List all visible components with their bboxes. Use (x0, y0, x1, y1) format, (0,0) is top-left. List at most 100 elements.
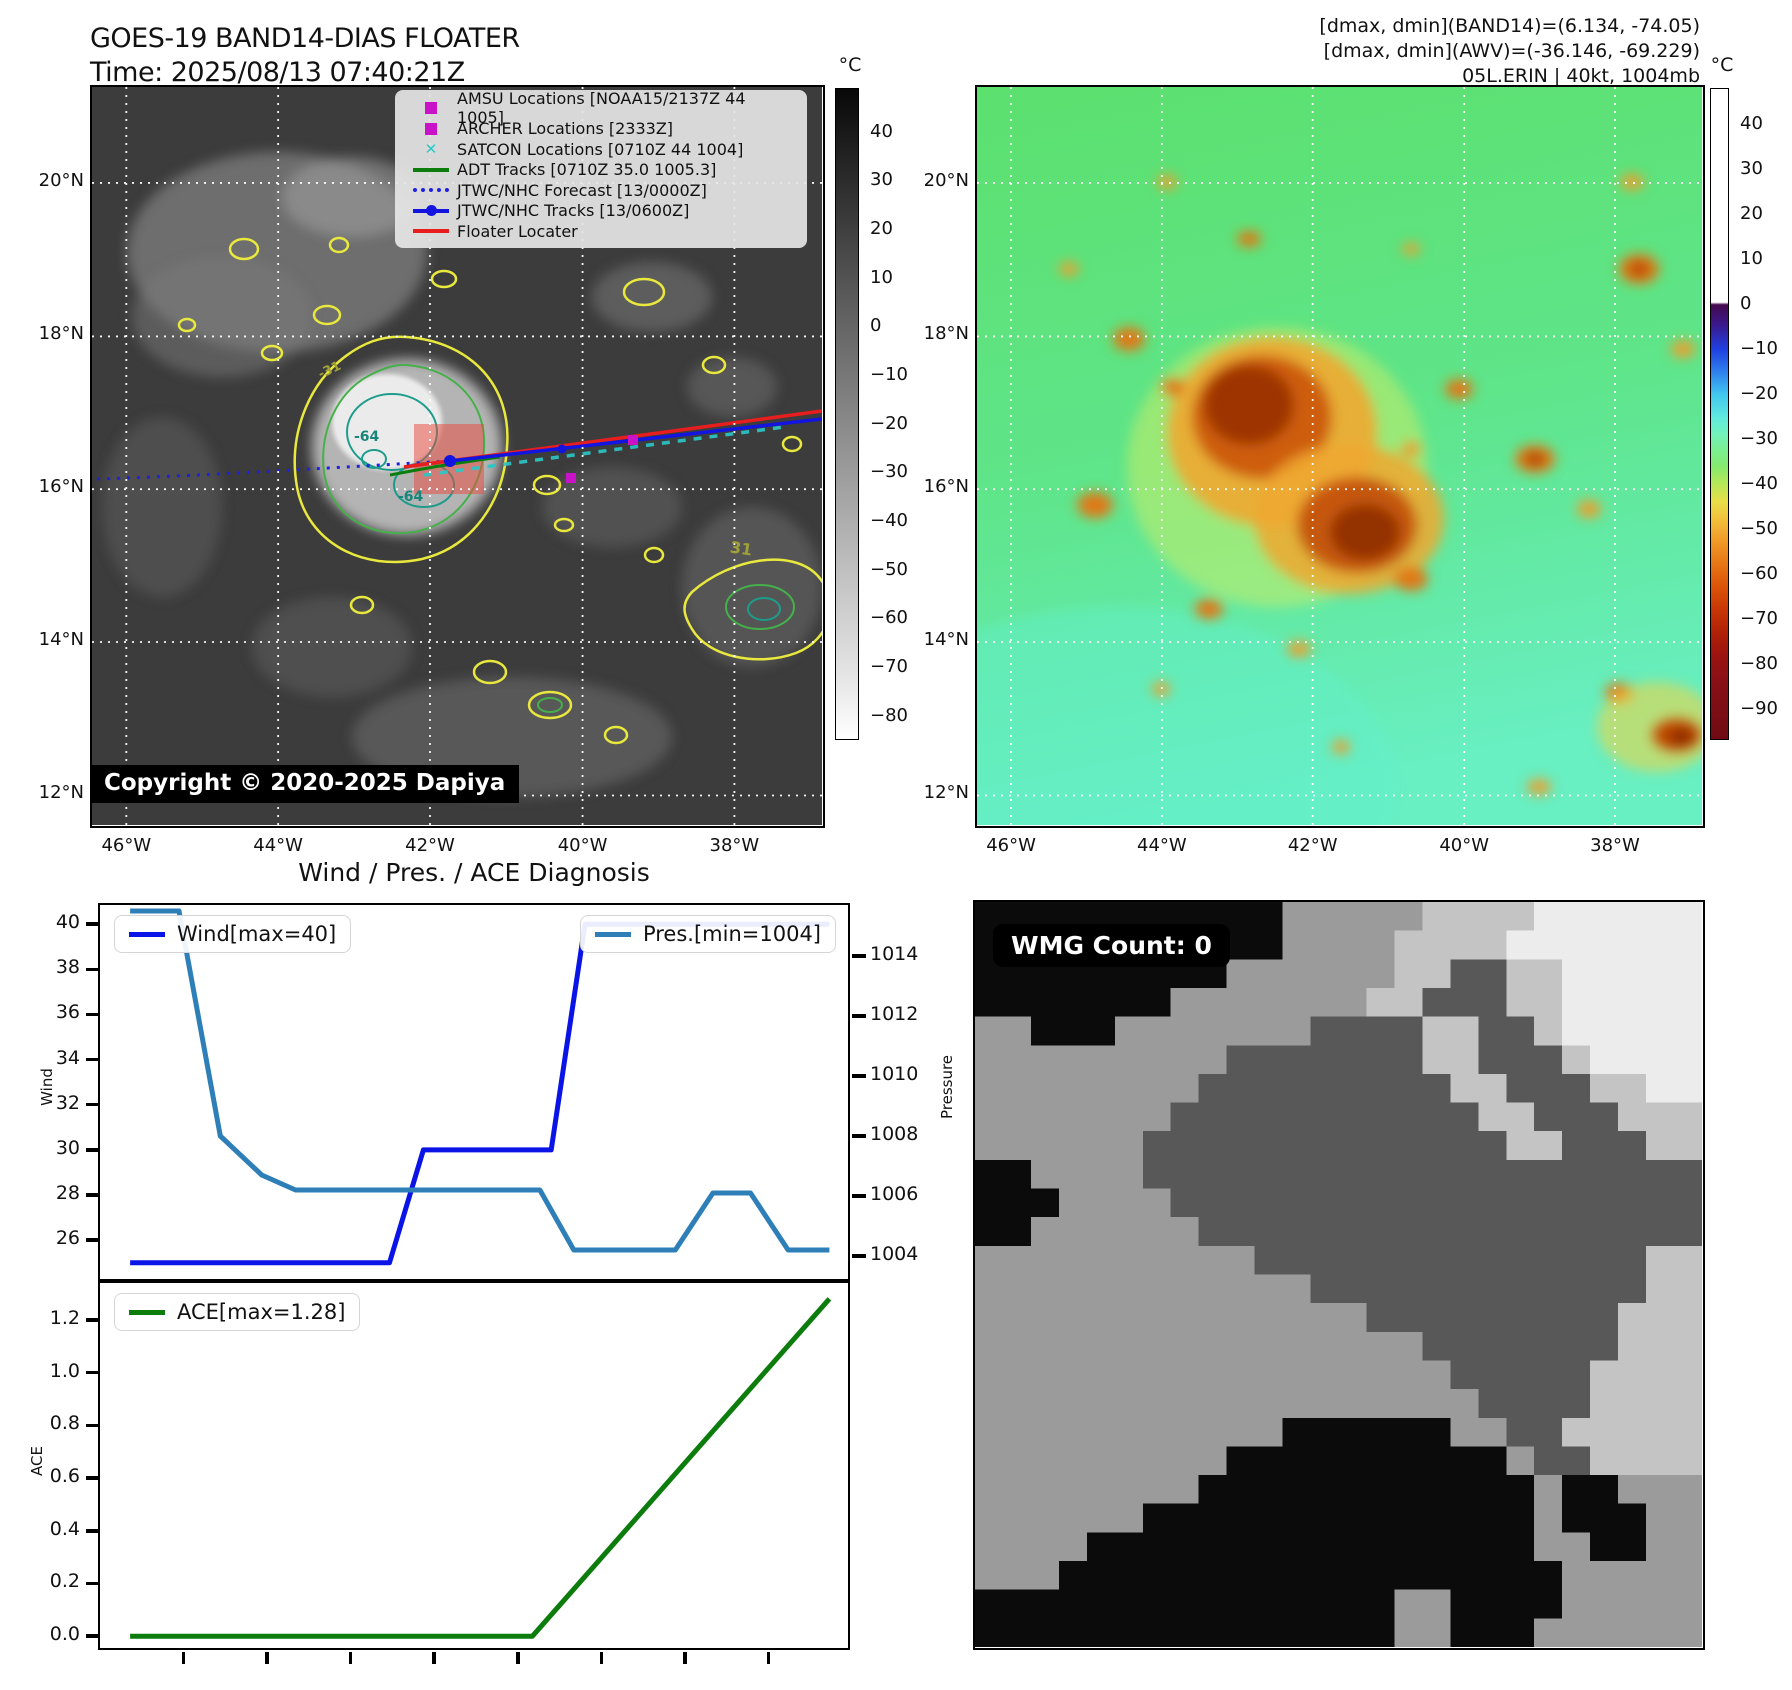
series-line (130, 1297, 832, 1639)
y-tick-mark (86, 1238, 100, 1242)
ir-colorbar: 40 30 20 10 0 −10 −20 −30 −40 −50 −60 −70 −80 −90 (1710, 88, 1778, 740)
y2-tick-label: 1006 (870, 1183, 919, 1205)
colorbar-tick-label: −60 (1740, 562, 1778, 584)
colorbar-tick-label: −70 (870, 656, 908, 677)
lat-tick-label: 14°N (38, 628, 84, 650)
y2-tick-mark (852, 1074, 866, 1078)
jtwc-forecast-track (96, 459, 451, 481)
lat-tick-label: 16°N (38, 476, 84, 498)
lon-tick-label: 42°W (1287, 835, 1338, 856)
colorbar-tick-label: −10 (870, 364, 908, 386)
y-tick-label: 26 (55, 1227, 80, 1250)
legend-marker-x-icon: ✕ (405, 140, 457, 159)
ace-legend-swatch (129, 1309, 165, 1315)
legend-item: ✕ SATCON Locations [0710Z 44 1004] (405, 139, 797, 160)
x-tick-mark (516, 1652, 520, 1664)
awv-minmax: [dmax, dmin](AWV)=(-36.146, -69.229) (1323, 40, 1700, 62)
lat-tick-label: 16°N (923, 476, 969, 498)
colorbar-tick-label: 0 (870, 315, 882, 337)
colorbar-tick-label: −20 (1740, 382, 1778, 404)
y-tick-mark (86, 1102, 100, 1107)
y-tick-mark (86, 1634, 100, 1638)
wmg-mask-image (975, 902, 1702, 1647)
y-tick-mark (86, 1423, 100, 1428)
colorbar-tick-label: −90 (1740, 697, 1778, 719)
y2-tick-label: 1008 (870, 1123, 919, 1145)
y-tick-mark (86, 1370, 100, 1375)
colorbar-tick-label: 0 (1740, 292, 1752, 314)
line-dot-icon (413, 204, 449, 216)
y-tick-label: 32 (55, 1091, 80, 1114)
lon-tick-label: 38°W (709, 835, 760, 856)
ace-axis-label: ACE (27, 1446, 46, 1476)
satcon-track (423, 425, 785, 477)
band14-minmax: [dmax, dmin](BAND14)=(6.134, -74.05) (1319, 15, 1700, 37)
amsu-marker (628, 435, 638, 445)
legend-item-label: JTWC/NHC Forecast [13/0000Z] (457, 180, 707, 200)
colorbar-tick-label: −50 (1740, 517, 1778, 539)
y-tick-label: 36 (55, 1001, 80, 1024)
jtwc-track-marker (444, 455, 456, 467)
lon-tick-label: 46°W (986, 835, 1036, 856)
dotted-line-icon (413, 188, 449, 193)
legend-marker-line-dot-icon (405, 204, 457, 216)
colorbar-tick-label: 10 (1740, 247, 1763, 269)
header-titles: GOES-19 BAND14-DIAS FLOATER Time: 2025/0… (90, 22, 520, 90)
jtwc-track-marker (557, 444, 567, 454)
band14-satellite-image (92, 87, 822, 825)
lat-tick-label: 18°N (923, 323, 969, 345)
contour-value-label: -64 (354, 429, 380, 445)
series-line (130, 921, 830, 1266)
colorbar-tick-label: −80 (870, 704, 908, 726)
band14-colorbar: 40 30 20 10 0 −10 −20 −30 −40 −50 −60 −70 −80 (835, 88, 908, 740)
legend-item: AMSU Locations [NOAA15/2137Z 44 1005] (405, 89, 797, 127)
legend-item-label: ADT Tracks [0710Z 35.0 1005.3] (457, 160, 717, 180)
colorbar-tick-label: 20 (1740, 202, 1763, 224)
colorbar-tick-label: 10 (870, 266, 893, 288)
colorbar-tick-label: −30 (870, 461, 908, 483)
convection-blobs (1059, 174, 1702, 795)
y-tick-label: 1.2 (49, 1306, 80, 1329)
band14-map-panel: 20°N 18°N 16°N 14°N 12°N 46°W 44°W 42°W 40°W 38°W… (39, 85, 825, 856)
ace-legend-label: ACE[max=1.28] (177, 1300, 346, 1324)
enhanced-ir-map-panel: 20°N 18°N 16°N 14°N 12°N 46°W 44°W 42°W 40°W 38°W (924, 85, 1705, 856)
y2-tick-label: 1012 (870, 1003, 919, 1025)
lon-tick-label: 40°W (1439, 835, 1490, 856)
line-icon (413, 167, 449, 172)
y2-tick-label: 1010 (870, 1063, 919, 1085)
y2-tick-mark (852, 1014, 866, 1018)
lat-tick-label: 20°N (923, 169, 969, 191)
legend-marker-square-icon (405, 122, 457, 135)
colorbar-tick-label: 30 (870, 169, 893, 191)
legend-item-label: JTWC/NHC Tracks [13/0600Z] (457, 201, 690, 221)
contour-value-label: -64 (398, 489, 424, 505)
band14-colorbar-unit: °C (838, 54, 862, 76)
y-tick-mark (86, 967, 100, 972)
y-tick-mark (86, 1529, 100, 1533)
y-tick-mark (86, 922, 100, 926)
lat-tick-label: 14°N (923, 628, 969, 650)
legend-item: ARCHER Locations [2333Z] (405, 119, 797, 140)
copyright-badge: Copyright © 2020-2025 Dapiya (92, 765, 520, 803)
y-tick-label: 0.2 (49, 1570, 80, 1593)
lon-tick-label: 38°W (1590, 835, 1640, 856)
wind-legend-swatch (129, 931, 165, 937)
legend-item: Floater Locater (405, 221, 797, 242)
lat-tick-label: 18°N (38, 323, 84, 345)
x-marker-icon: ✕ (424, 140, 438, 159)
wind-legend-label: Wind[max=40] (177, 922, 337, 946)
colorbar-tick-label: −40 (1740, 472, 1778, 494)
colorbar-tick-label: 20 (870, 218, 893, 240)
legend-item-label: AMSU Locations [NOAA15/2137Z 44 1005] (457, 89, 746, 128)
y-tick-label: 0.4 (49, 1517, 80, 1540)
y-tick-mark (86, 1193, 100, 1197)
colorbar-tick-label: −40 (870, 510, 908, 532)
y2-tick-label: 1004 (870, 1243, 919, 1265)
colorbar-tick-label: −80 (1740, 652, 1778, 674)
x-tick-mark (599, 1652, 604, 1664)
storm-status: 05L.ERIN | 40kt, 1004mb (1462, 65, 1700, 87)
colorbar-tick-label: 40 (870, 120, 893, 142)
colorbar-tick-label: −60 (870, 607, 908, 629)
y2-tick-mark (852, 954, 866, 958)
